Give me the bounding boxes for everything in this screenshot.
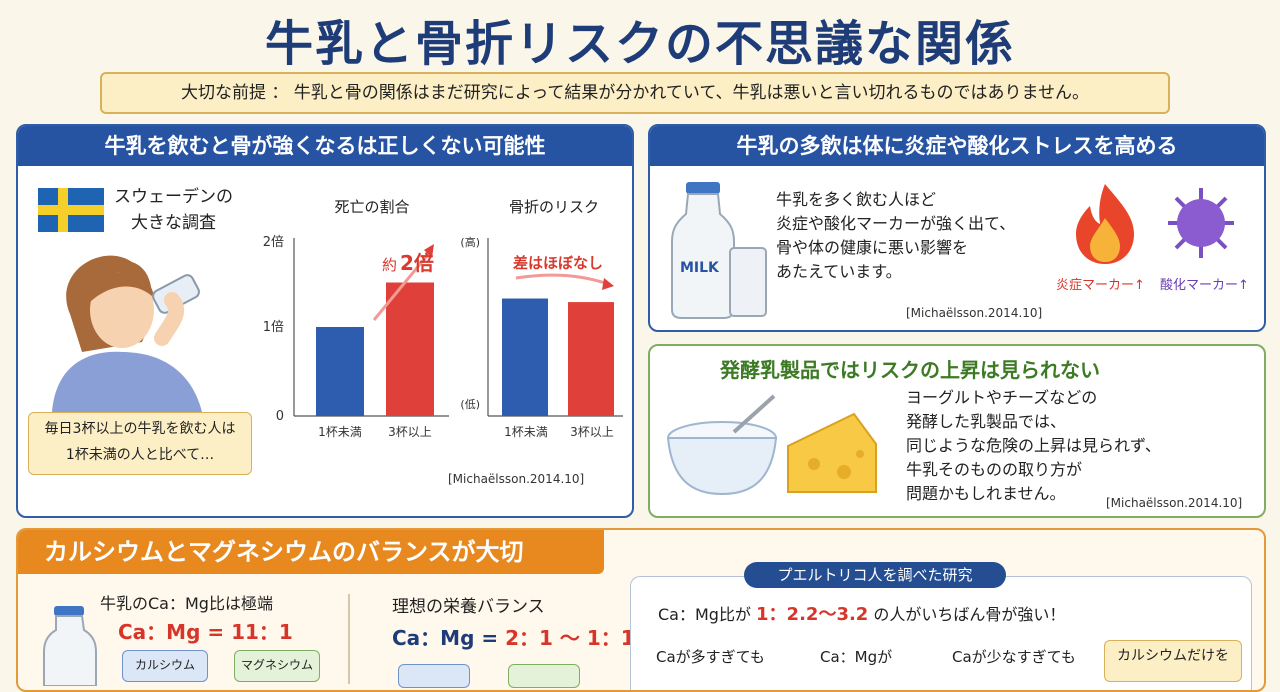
caption-box: 毎日3杯以上の牛乳を飲む人は 1杯未満の人と比べて… <box>28 412 252 475</box>
panel3-citation: [Michaëlsson.2014.10] <box>1106 496 1243 510</box>
calcium-tag-ideal <box>398 664 470 688</box>
panel3-text-line2: 発酵した乳製品では、 <box>906 412 1067 431</box>
milk-label: MILK <box>680 260 719 276</box>
ideal-balance-title: 理想の栄養バランス <box>392 597 545 617</box>
inflammation-marker-label: 炎症マーカー↑ <box>1056 278 1145 293</box>
magnesium-tag-ideal <box>508 664 580 688</box>
milk-bottle-small-icon <box>43 606 97 686</box>
fracture-risk-chart: 骨折のリスク (高) (低) 1杯未満 3杯以上 差はほぼなし <box>460 198 623 439</box>
sweden-study-panel: 牛乳を飲むと骨が強くなるは正しくない可能性 スウェーデンの 大きな調査 毎日3杯… <box>16 124 634 518</box>
sweden-study-header: 牛乳を飲むと骨が強くなるは正しくない可能性 <box>18 126 632 166</box>
woman-drinking-illustration <box>52 255 202 412</box>
chart2-ytop-label: (高) <box>460 235 480 249</box>
study-col1: Caが多すぎても <box>656 648 765 666</box>
study-line-value: 1：2.2～3.2 <box>756 604 869 625</box>
milk-ratio: Ca：Mg = 11：1 <box>118 620 293 644</box>
study-col2: Ca：Mgが <box>820 648 893 666</box>
chart1-category-0: 1杯未満 <box>318 425 362 439</box>
chart1-annotation-value: 2倍 <box>400 251 434 275</box>
chart2-annotation: 差はほぼなし <box>513 254 603 272</box>
milk-ratio-title: 牛乳のCa：Mg比は極端 <box>100 594 273 613</box>
ideal-ratio-prefix: Ca：Mg = <box>392 626 506 650</box>
chart1-ytick-2: 2倍 <box>263 235 284 250</box>
panel1-citation: [Michaëlsson.2014.10] <box>448 472 585 486</box>
caption-line2: 1杯未満の人と比べて… <box>65 447 215 463</box>
study-line-prefix: Ca：Mg比が <box>658 605 757 624</box>
inflammation-panel: 牛乳の多飲は体に炎症や酸化ストレスを高める MILK 牛乳を多く飲む人ほど 炎症… <box>648 124 1266 332</box>
calcium-tag: カルシウム <box>122 650 208 682</box>
chart1-ytick-0: 0 <box>276 409 284 424</box>
study-label-line2: 大きな調査 <box>131 213 216 233</box>
chart1-bar-0 <box>316 327 364 416</box>
panel3-text-line1: ヨーグルトやチーズなどの <box>906 388 1098 407</box>
study-pill: プエルトリコ人を調べた研究 <box>744 562 1006 588</box>
study-line-suffix: の人がいちばん骨が強い！ <box>868 605 1066 624</box>
chart1-category-1: 3杯以上 <box>388 425 432 439</box>
chart2-bar-1 <box>568 302 614 416</box>
study-col3: Caが少なすぎても <box>952 648 1076 666</box>
virus-icon <box>1168 188 1234 258</box>
panel3-text-line3: 同じような危険の上昇は見られず、 <box>906 436 1161 455</box>
caption-line1: 毎日3杯以上の牛乳を飲む人は <box>44 421 236 437</box>
panel2-text-line4: あたえています。 <box>776 262 902 281</box>
chart2-ybottom-label: (低) <box>460 398 480 411</box>
oxidation-marker-label: 酸化マーカー↑ <box>1160 278 1249 293</box>
chart1-annotation-prefix: 約 <box>382 256 397 274</box>
fermented-dairy-header: 発酵乳製品ではリスクの上昇は見られない <box>720 358 1100 382</box>
cheese-icon <box>787 412 877 493</box>
inflammation-header: 牛乳の多飲は体に炎症や酸化ストレスを高める <box>650 126 1264 166</box>
chart2-bar-0 <box>502 298 548 416</box>
flame-icon <box>1076 184 1134 264</box>
panel2-text-line3: 骨や体の健康に悪い影響を <box>776 238 969 257</box>
chart1-bar-1 <box>386 282 434 416</box>
study-col4: カルシウムだけを <box>1104 640 1242 682</box>
magnesium-tag: マグネシウム <box>234 650 320 682</box>
page-title: 牛乳と骨折リスクの不思議な関係 <box>264 16 1015 72</box>
chart2-category-1: 3杯以上 <box>570 425 614 439</box>
chart2-title: 骨折のリスク <box>509 198 599 216</box>
premise-banner: 大切な前提 ： 牛乳と骨の関係はまだ研究によって結果が分かれていて、牛乳は悪いと… <box>100 72 1170 114</box>
chart2-category-0: 1杯未満 <box>504 425 548 439</box>
ideal-ratio-value: 2：1 ～ 1：1 <box>505 626 635 650</box>
milk-bottle-icon <box>671 182 767 319</box>
study-label-line1: スウェーデンの <box>114 187 233 207</box>
ca-mg-balance-header: カルシウムとマグネシウムのバランスが大切 <box>18 530 604 574</box>
panel2-text-line2: 炎症や酸化マーカーが強く出て、 <box>776 214 1016 233</box>
death-rate-chart: 死亡の割合 2倍 1倍 0 1杯未満 3杯以上 約 2倍 <box>263 198 449 439</box>
panel2-citation: [Michaëlsson.2014.10] <box>906 306 1043 320</box>
ca-mg-balance-panel: カルシウムとマグネシウムのバランスが大切 牛乳のCa：Mg比は極端 Ca：Mg … <box>16 528 1266 692</box>
panel3-text-line5: 問題かもしれません。 <box>906 484 1066 503</box>
chart1-title: 死亡の割合 <box>334 198 409 216</box>
panel3-text-line4: 牛乳そのものの取り方が <box>906 460 1083 479</box>
yogurt-bowl-icon <box>666 394 778 496</box>
divider <box>348 594 350 684</box>
chart1-ytick-1: 1倍 <box>263 320 284 335</box>
fermented-dairy-panel: 発酵乳製品ではリスクの上昇は見られない ヨーグルトやチーズなどの 発酵した乳製品… <box>648 344 1266 518</box>
sweden-flag-icon <box>38 188 104 232</box>
panel2-text-line1: 牛乳を多く飲む人ほど <box>776 190 937 209</box>
